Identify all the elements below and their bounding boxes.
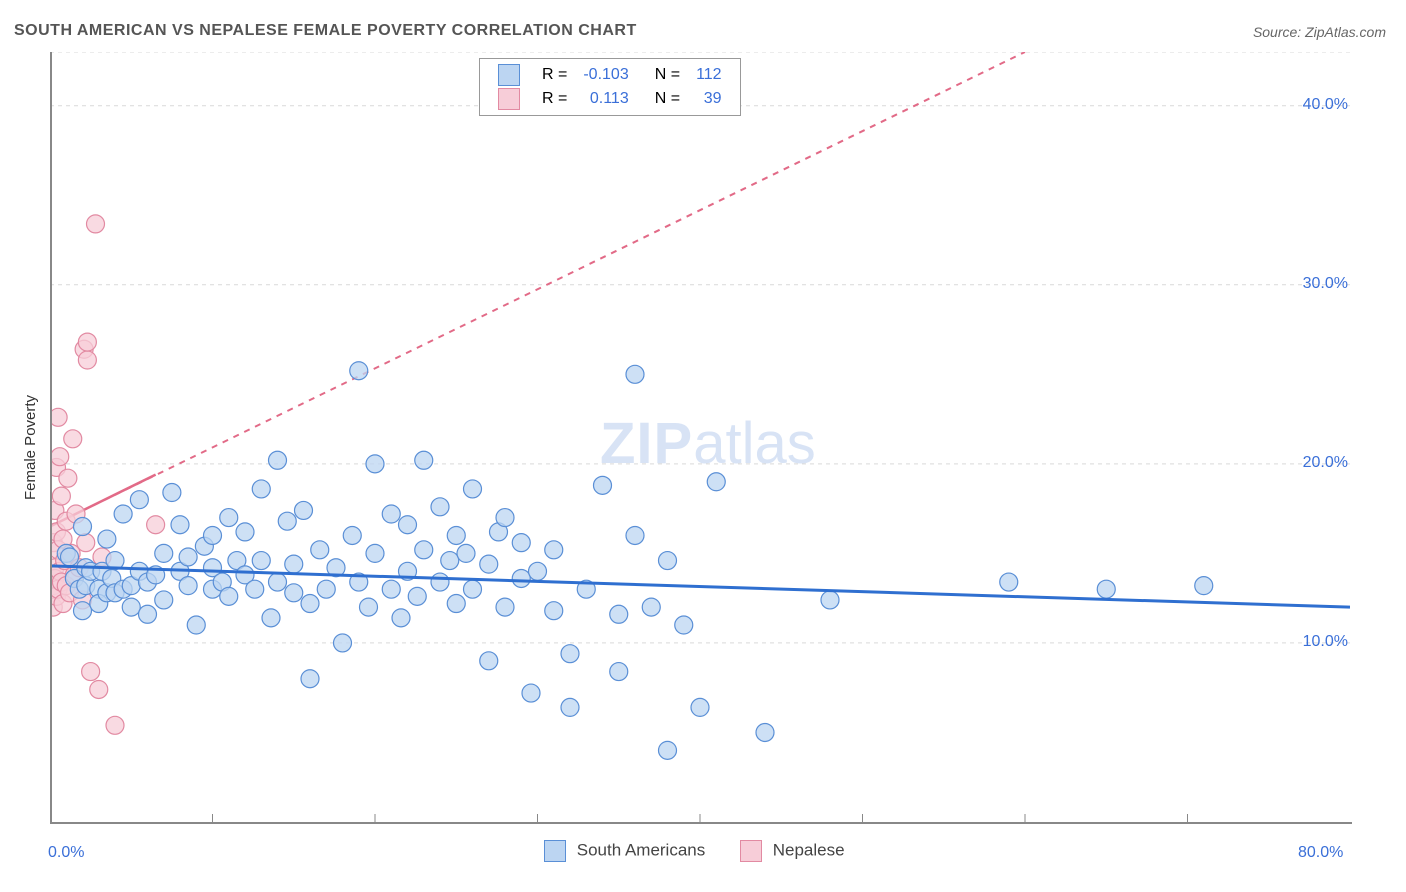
swatch-pink — [740, 840, 762, 862]
swatch-pink — [498, 88, 520, 110]
r-value-blue: -0.103 — [575, 63, 636, 87]
legend-item-blue: South Americans — [544, 840, 705, 862]
y-tick-label: 30.0% — [1288, 275, 1348, 293]
series-name-blue: South Americans — [577, 840, 706, 859]
chart-title: SOUTH AMERICAN VS NEPALESE FEMALE POVERT… — [14, 22, 637, 40]
legend-row-blue: R = -0.103 N = 112 — [490, 63, 730, 87]
plot-border — [50, 52, 1352, 824]
n-value-blue: 112 — [688, 63, 730, 87]
series-name-pink: Nepalese — [773, 840, 845, 859]
legend-row-pink: R = 0.113 N = 39 — [490, 87, 730, 111]
y-tick-label: 40.0% — [1288, 96, 1348, 114]
y-tick-label: 20.0% — [1288, 454, 1348, 472]
legend-item-pink: Nepalese — [740, 840, 845, 862]
swatch-blue — [498, 64, 520, 86]
n-value-pink: 39 — [688, 87, 730, 111]
y-tick-label: 10.0% — [1288, 633, 1348, 651]
n-label: N = — [655, 90, 680, 107]
series-legend: South Americans Nepalese — [544, 840, 875, 862]
x-tick-max: 80.0% — [1298, 844, 1343, 862]
x-tick-min: 0.0% — [48, 844, 84, 862]
r-value-pink: 0.113 — [575, 87, 636, 111]
y-axis-label: Female Poverty — [22, 395, 39, 500]
correlation-legend: R = -0.103 N = 112 R = 0.113 N = 39 — [479, 58, 741, 116]
swatch-blue — [544, 840, 566, 862]
r-label: R = — [542, 66, 567, 83]
r-label: R = — [542, 90, 567, 107]
chart-container: SOUTH AMERICAN VS NEPALESE FEMALE POVERT… — [0, 0, 1406, 892]
n-label: N = — [655, 66, 680, 83]
source-label: Source: ZipAtlas.com — [1253, 24, 1386, 40]
